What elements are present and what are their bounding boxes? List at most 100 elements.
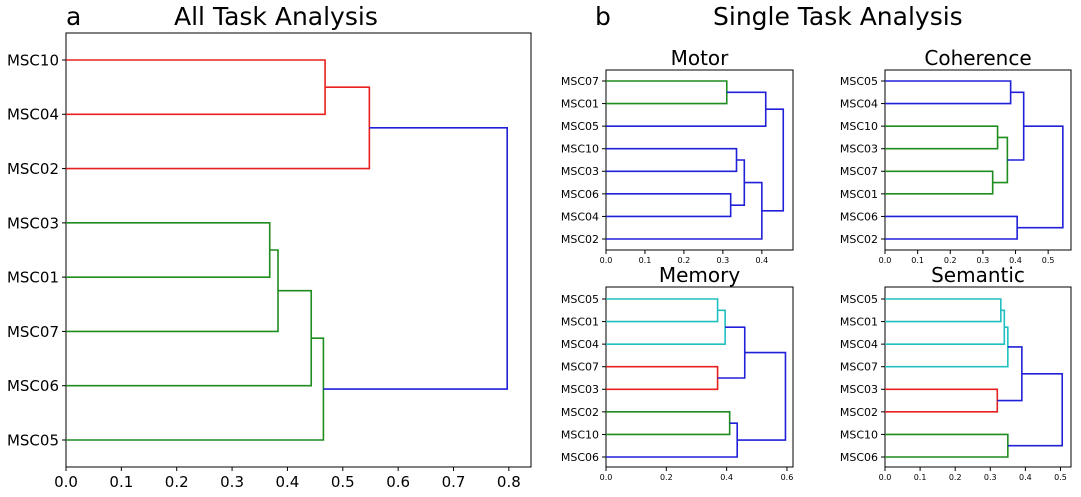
semantic-x-tick-label: 0.0 [879,473,892,482]
all-task-link [66,222,271,278]
semantic-link [885,298,1002,323]
motor-link [606,181,763,240]
coherence-leaf-label: MSC10 [840,120,878,133]
all-task-axes [65,32,532,468]
memory-leaf-label: MSC04 [561,338,599,351]
all-task-x-tick-label: 0.3 [220,473,244,491]
motor-leaf-label: MSC02 [561,233,599,246]
all-task-x-tick-label: 0.2 [165,473,189,491]
coherence-title: Coherence [924,46,1031,70]
coherence-link [1007,91,1025,161]
memory-link [737,351,787,441]
coherence-leaf-label: MSC04 [840,98,878,111]
motor-link [730,159,746,206]
memory-leaf-label: MSC07 [561,361,599,374]
coherence-link [992,136,1009,184]
motor-leaf-label: MSC03 [561,165,599,178]
semantic-link [885,388,999,413]
coherence-axes [884,69,1072,251]
all-task-leaf-label: MSC10 [7,51,59,69]
all-task-x-tick-label: 0.4 [275,473,299,491]
all-task-x-tick-label: 0.5 [331,473,355,491]
motor-leaf-label: MSC04 [561,210,599,223]
memory-title: Memory [659,263,741,287]
coherence-leaf-label: MSC01 [840,188,878,201]
semantic-leaf-label: MSC04 [840,338,878,351]
panel-a-letter: a [66,2,82,31]
all-task-leaf-label: MSC04 [7,106,59,124]
motor-leaf-label: MSC05 [561,120,599,133]
motor-leaf-label: MSC07 [561,75,599,88]
semantic-title: Semantic [931,263,1025,287]
motor-link [606,80,728,105]
coherence-x-tick-label: 0.2 [944,256,957,265]
memory-leaf-label: MSC02 [561,406,599,419]
all-task-leaf-label: MSC05 [7,431,59,449]
all-task-link [66,59,326,116]
coherence-leaf-label: MSC03 [840,143,878,156]
all-task-x-tick-label: 0.7 [442,473,466,491]
semantic-leaf-label: MSC02 [840,406,878,419]
motor-x-tick-label: 0.4 [755,256,768,265]
memory-x-tick-label: 0.4 [720,473,733,482]
coherence-link [885,80,1012,105]
all-task-link [66,337,325,441]
motor-x-tick-label: 0.1 [639,256,652,265]
memory-leaf-label: MSC06 [561,451,599,464]
memory-link [606,365,719,391]
semantic-link [885,309,1006,345]
all-task-x-tick-label: 0.1 [109,473,133,491]
all-task-x-tick-label: 0.8 [497,473,521,491]
motor-leaf-label: MSC06 [561,188,599,201]
memory-link [717,326,746,379]
all-task-leaf-label: MSC01 [7,269,59,287]
all-task-leaf-label: MSC03 [7,214,59,232]
motor-link [606,193,732,218]
semantic-axes [884,286,1072,468]
coherence-x-tick-label: 0.0 [879,256,892,265]
memory-axes [605,286,794,468]
memory-leaf-label: MSC05 [561,293,599,306]
memory-leaf-label: MSC03 [561,383,599,396]
panel-b-letter: b [595,2,611,31]
semantic-x-tick-label: 0.4 [1019,473,1032,482]
all-task-link [66,289,313,387]
semantic-leaf-label: MSC05 [840,293,878,306]
coherence-link [885,215,1018,240]
motor-axes [605,69,794,251]
memory-leaf-label: MSC10 [561,428,599,441]
motor-link [606,91,767,127]
coherence-leaf-label: MSC05 [840,75,878,88]
all-task-x-tick-label: 0.6 [386,473,410,491]
semantic-x-tick-label: 0.1 [914,473,927,482]
semantic-leaf-label: MSC03 [840,383,878,396]
coherence-leaf-label: MSC02 [840,233,878,246]
semantic-leaf-label: MSC01 [840,316,878,329]
coherence-leaf-label: MSC06 [840,210,878,223]
all-task-leaf-label: MSC07 [7,323,59,341]
memory-link [606,422,739,458]
coherence-x-tick-label: 0.5 [1042,256,1055,265]
motor-x-tick-label: 0.3 [717,256,730,265]
coherence-x-tick-label: 0.3 [977,256,990,265]
memory-link [606,298,719,323]
motor-title: Motor [671,46,730,70]
semantic-link [997,346,1023,402]
motor-x-tick-label: 0.0 [600,256,613,265]
semantic-leaf-label: MSC10 [840,428,878,441]
memory-x-tick-label: 0.2 [660,473,673,482]
all-task-leaf-label: MSC02 [7,160,59,178]
motor-x-tick-label: 0.2 [678,256,691,265]
coherence-link [1017,125,1064,229]
all-task-link [66,249,279,333]
semantic-x-tick-label: 0.3 [984,473,997,482]
coherence-link [885,170,994,195]
semantic-x-tick-label: 0.2 [949,473,962,482]
motor-leaf-label: MSC10 [561,143,599,156]
all-task-x-tick-label: 0.0 [54,473,78,491]
coherence-x-tick-label: 0.1 [911,256,924,265]
coherence-leaf-label: MSC07 [840,165,878,178]
memory-link [606,411,731,436]
semantic-leaf-label: MSC06 [840,451,878,464]
